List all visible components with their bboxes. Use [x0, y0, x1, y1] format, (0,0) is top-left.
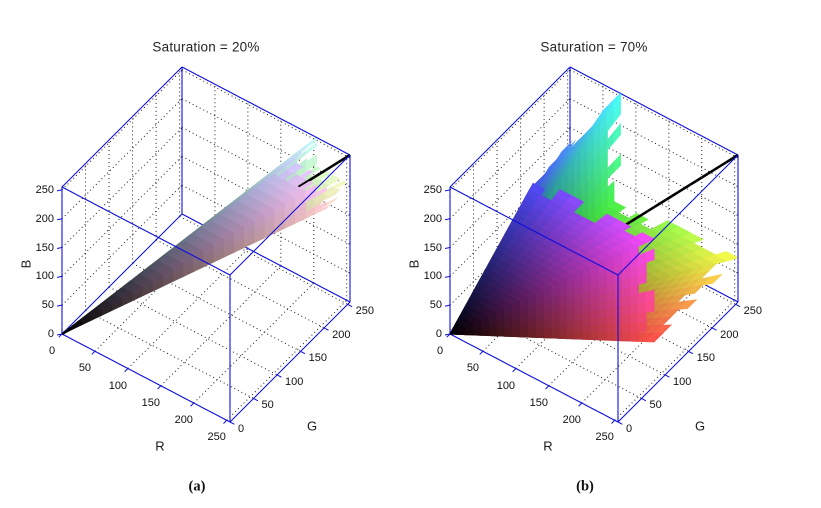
- tick-label-g: 200: [720, 328, 739, 341]
- axis-label-r: R: [543, 438, 553, 454]
- tick-label-b: 150: [35, 241, 54, 254]
- tick-label-b: 250: [35, 183, 54, 196]
- tick-label-r: 200: [174, 414, 193, 427]
- axis-label-b: B: [18, 259, 34, 269]
- axis-label-b: B: [406, 259, 422, 269]
- tick-label-r: 0: [48, 345, 56, 357]
- tick-label-b: 200: [35, 212, 54, 225]
- tick-label-g: 50: [649, 399, 662, 412]
- tick-label-b: 0: [435, 328, 442, 340]
- tick-label-r: 200: [562, 414, 581, 427]
- tick-label-b: 150: [423, 241, 442, 254]
- tick-label-g: 200: [332, 328, 351, 341]
- tick-label-g: 250: [355, 305, 374, 318]
- tick-label-r: 250: [207, 431, 226, 444]
- tick-label-r: 150: [141, 396, 160, 409]
- tick-label-g: 150: [308, 352, 327, 365]
- tick-label-r: 50: [466, 362, 480, 375]
- axis-label-g: G: [694, 418, 706, 434]
- tick-label-g: 100: [673, 375, 692, 388]
- tick-label-r: 0: [436, 345, 444, 357]
- tick-label-r: 100: [108, 379, 128, 392]
- plot-title: Saturation = 20%: [152, 39, 260, 55]
- tick-label-g: 100: [285, 375, 304, 388]
- subfigure-caption: (a): [188, 478, 206, 495]
- tick-label-g: 0: [626, 423, 633, 435]
- tick-label-g: 150: [696, 352, 715, 365]
- tick-label-r: 250: [595, 431, 614, 444]
- tick-label-r: 100: [496, 379, 516, 392]
- plot-title: Saturation = 70%: [540, 39, 648, 55]
- tick-label-g: 50: [261, 399, 274, 412]
- tick-label-b: 50: [41, 299, 54, 312]
- tick-label-b: 200: [423, 212, 442, 225]
- tick-label-b: 100: [35, 270, 54, 283]
- tick-label-b: 50: [429, 299, 442, 312]
- tick-label-r: 50: [78, 362, 92, 375]
- tick-label-g: 0: [238, 423, 245, 435]
- tick-label-r: 150: [529, 396, 548, 409]
- tick-label-b: 250: [423, 183, 442, 196]
- tick-label-g: 250: [743, 305, 762, 318]
- axis-label-r: R: [155, 438, 165, 454]
- subfigure-caption: (b): [576, 478, 594, 495]
- axis-label-g: G: [306, 418, 318, 434]
- tick-label-b: 100: [423, 270, 442, 283]
- tick-label-b: 0: [47, 328, 54, 340]
